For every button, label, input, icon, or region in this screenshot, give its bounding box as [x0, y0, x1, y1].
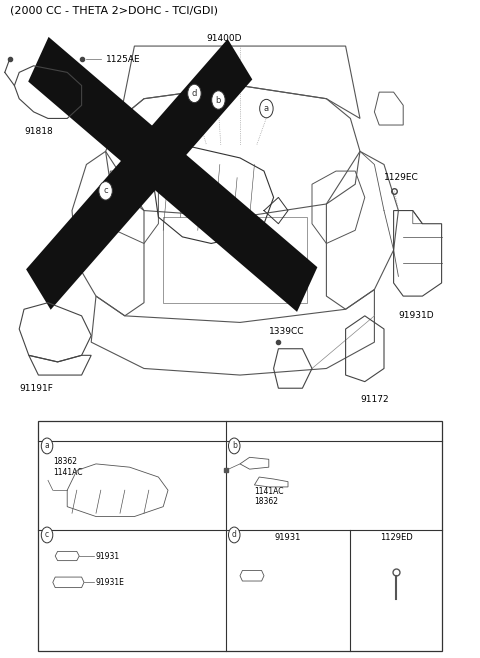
Text: 1141AC
18362: 1141AC 18362	[254, 487, 284, 506]
Text: 91931: 91931	[96, 551, 120, 561]
Text: a: a	[264, 104, 269, 113]
Text: 1125AE: 1125AE	[106, 55, 140, 64]
Circle shape	[41, 438, 53, 454]
Text: 91191F: 91191F	[19, 384, 53, 393]
Polygon shape	[28, 37, 317, 312]
Text: d: d	[232, 530, 237, 540]
Circle shape	[99, 182, 112, 200]
Text: a: a	[45, 442, 49, 451]
Text: 91818: 91818	[24, 127, 53, 136]
Text: b: b	[232, 442, 237, 451]
Text: 18362
1141AC: 18362 1141AC	[53, 457, 82, 476]
Text: d: d	[192, 89, 197, 98]
Bar	[38, 421, 442, 651]
Text: 91931D: 91931D	[398, 311, 434, 320]
Circle shape	[212, 91, 225, 109]
Text: 1339CC: 1339CC	[269, 326, 304, 336]
Text: 1129ED: 1129ED	[380, 533, 412, 542]
Text: b: b	[216, 95, 221, 105]
Polygon shape	[26, 39, 252, 310]
Text: (2000 CC - THETA 2>DOHC - TCI/GDI): (2000 CC - THETA 2>DOHC - TCI/GDI)	[10, 5, 217, 15]
Circle shape	[228, 438, 240, 454]
Text: 91172: 91172	[360, 395, 389, 404]
Text: c: c	[45, 530, 49, 540]
Circle shape	[228, 527, 240, 543]
Circle shape	[260, 99, 273, 118]
Text: 91931: 91931	[275, 533, 301, 542]
Circle shape	[188, 84, 201, 103]
Text: c: c	[103, 186, 108, 195]
Text: 1129EC: 1129EC	[384, 173, 419, 182]
Circle shape	[41, 527, 53, 543]
Text: 91400D: 91400D	[206, 34, 242, 43]
Text: 91931E: 91931E	[96, 578, 125, 587]
